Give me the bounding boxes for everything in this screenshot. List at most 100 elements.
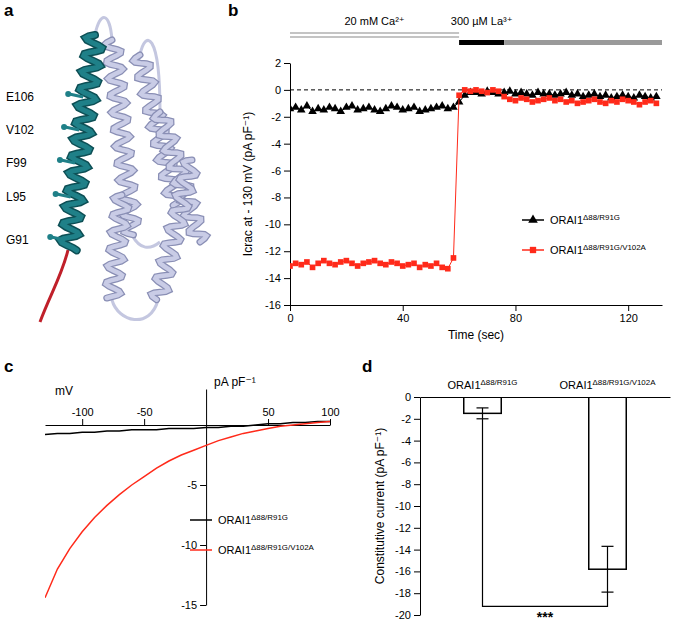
tick-mark [200,605,206,606]
error-cap [602,546,614,547]
x-axis-title: Time (sec) [448,328,504,342]
helix-teal-face [60,35,102,250]
tick-mark [628,305,629,311]
tick: 80 [510,305,522,324]
tick-mark [290,305,291,311]
tick-label: -8 [401,478,411,490]
point [445,266,451,272]
x-axis-line [291,305,663,306]
error-bar [477,408,489,419]
text-part: ORAI1 [550,214,583,226]
point [383,262,389,268]
treatment-bar [290,32,459,34]
tick: 0 [287,305,293,324]
side-chain-atom [47,234,53,240]
tick-mark [284,251,290,252]
treatment-bar [459,40,504,45]
point [654,101,660,107]
figure-svg: E106V102F99L95G91a20 mM Ca²⁺300 µM La³⁺0… [0,0,685,641]
panel-letter: b [228,1,238,20]
legend-label: ORAI1Δ88/R91G [218,513,288,526]
error-whisker [607,546,608,592]
tick: -16 [265,299,290,311]
tick-mark [414,571,420,572]
y-axis-line [420,398,421,616]
tick-label: 40 [397,312,409,324]
tick-label: -2 [271,111,281,123]
residue-label: G91 [6,233,29,247]
point [293,260,299,266]
point [327,260,333,266]
y-axis: -20-18-16-14-12-10-8-6-4-20 [395,391,420,621]
point [394,260,400,266]
point [625,98,631,104]
tick-label: -16 [265,299,281,311]
tick-label: 80 [510,312,522,324]
point [573,89,582,96]
superscript: Δ88/R91G/V102A [583,243,647,252]
tick: -15 [181,599,206,611]
tick-mark [414,528,420,529]
point [614,99,620,105]
tick-mark [515,305,516,311]
tick: ORAI1Δ88/R91G/V102A [560,378,657,398]
tick: ORAI1Δ88/R91G [448,378,518,398]
superscript: Δ88/R91G [481,378,518,387]
point [321,258,327,264]
legend-label: ORAI1Δ88/R91G [550,213,620,226]
tick-label: 0 [275,84,281,96]
helix [106,195,129,298]
point [506,86,515,93]
point [360,260,366,266]
y-axis-title: pA pF⁻¹ [214,375,256,389]
point [597,99,603,105]
point [428,263,434,269]
point [479,88,485,94]
legend-label: ORAI1Δ88/R91G/V102A [218,543,315,556]
point [496,88,502,94]
x-axis: ORAI1Δ88/R91G ORAI1Δ88/R91G/V102A [421,378,671,398]
tick-label: -10 [181,539,197,551]
point [648,98,654,104]
tick-label: 0 [287,312,293,324]
treatment-bar [504,40,662,45]
point [552,98,558,104]
legend-item: ORAI1Δ88/R91G/V102A [522,243,647,256]
point [434,260,440,266]
legend-line [190,519,212,521]
point [501,94,507,100]
point [303,101,312,108]
point [344,258,350,264]
point [603,101,609,107]
tick-label: -6 [401,456,411,468]
tick-label: 120 [620,312,638,324]
point [586,98,592,104]
point [562,88,571,95]
point [422,262,428,268]
residue-label: V102 [6,123,34,137]
point [451,255,457,261]
point [490,87,496,93]
tick-label: -14 [395,544,411,556]
tick: -14 [395,544,420,556]
point [558,96,564,102]
panel-letter: c [4,357,13,376]
point [290,263,293,269]
series-line [45,421,330,597]
tick: -2 [401,413,420,425]
side-chain-atom [57,157,63,163]
tick-mark [82,419,83,425]
series-line [290,90,656,269]
point [541,96,547,102]
tick: 120 [620,305,638,324]
point [518,95,524,101]
tick-label: -4 [401,435,411,447]
error-cap [477,407,489,408]
tick-label: -15 [181,599,197,611]
tick-mark [284,197,290,198]
helix-face [106,195,129,298]
tick-label: -50 [137,406,153,418]
tick-mark [284,117,290,118]
point [637,102,643,108]
side-chain [65,127,79,130]
